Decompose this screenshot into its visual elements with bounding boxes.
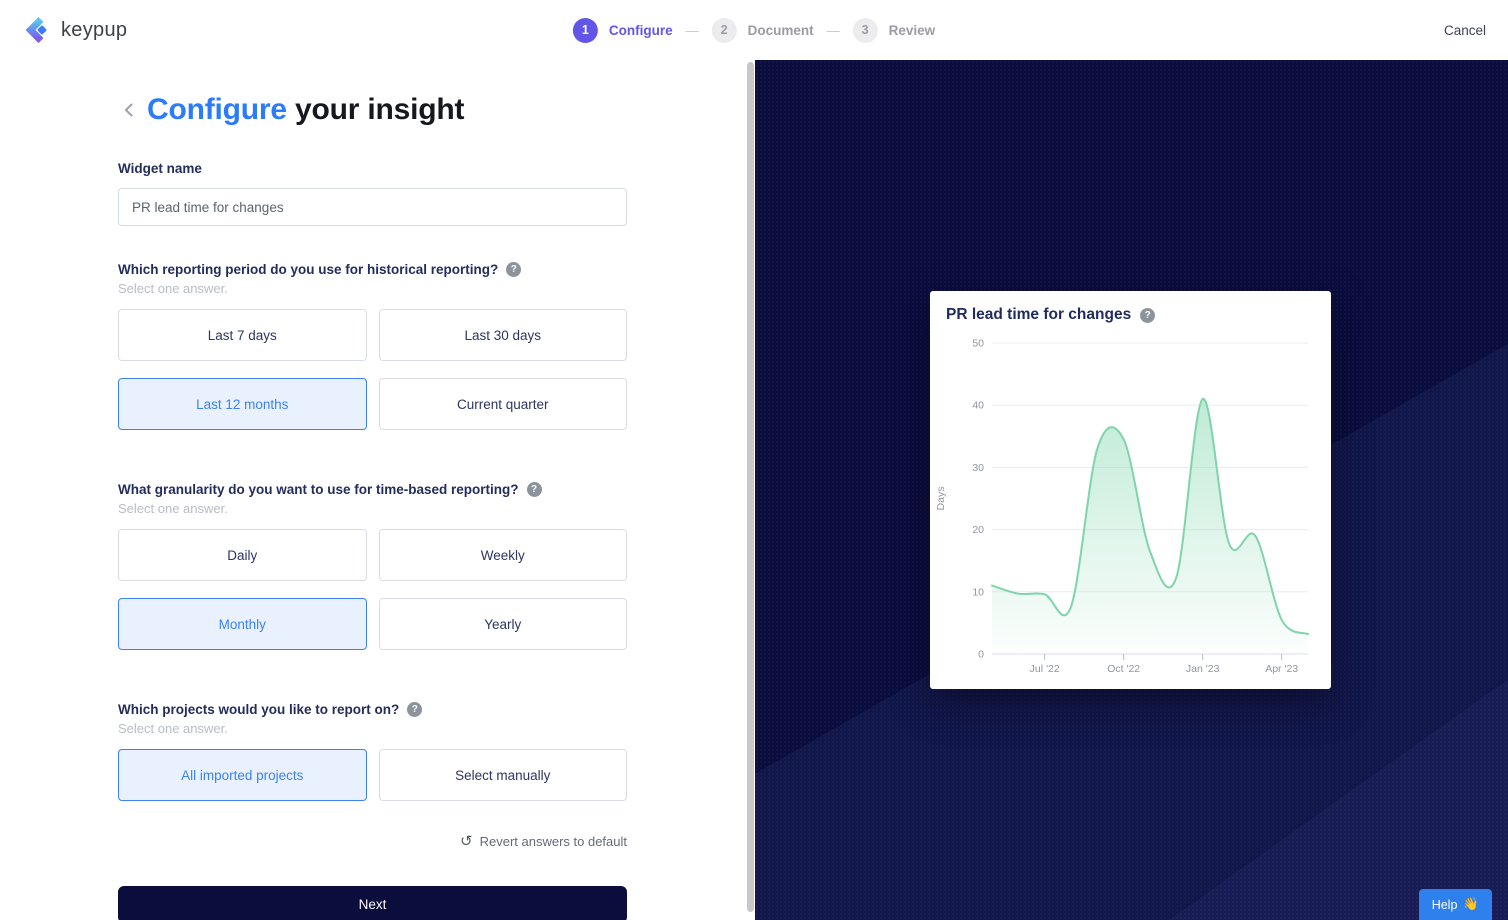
cancel-button[interactable]: Cancel: [1443, 22, 1486, 38]
form-column: Configure your insight Widget name Which…: [118, 60, 627, 920]
preview-pane: PR lead time for changes ? 0 10 20 30 40 50 Da…: [755, 60, 1508, 920]
step-separator: —: [826, 22, 840, 38]
question-mark-icon[interactable]: ?: [1140, 307, 1156, 323]
area-line: [991, 397, 1309, 636]
next-button[interactable]: Next: [118, 886, 627, 920]
question-label-row: What granularity do you want to use for …: [118, 482, 627, 497]
configure-form-pane: Configure your insight Widget name Which…: [0, 60, 755, 920]
step-label-document[interactable]: Document: [747, 22, 814, 38]
question-mark-icon[interactable]: ?: [407, 702, 423, 717]
question-reporting-period: Which reporting period do you use for hi…: [118, 262, 627, 430]
y-tick-label-30: 30: [972, 462, 984, 474]
widget-name-input[interactable]: [118, 188, 627, 226]
top-header: keypup 1 Configure — 2 Document — 3 Review Canc…: [0, 0, 1508, 60]
step-circle-1[interactable]: 1: [572, 17, 598, 43]
wizard-stepper: 1 Configure — 2 Document — 3 Review: [572, 17, 936, 43]
question-label: What granularity do you want to use for …: [118, 482, 519, 497]
question-granularity: What granularity do you want to use for …: [118, 482, 627, 650]
step-circle-3[interactable]: 3: [852, 17, 878, 43]
lead-time-area-chart: 0 10 20 30 40 50 Days Jul '22 Oct '22 Jan '23 Apr …: [935, 338, 1309, 675]
area-fill: [992, 398, 1308, 654]
option-yearly[interactable]: Yearly: [378, 598, 627, 650]
chart-title: PR lead time for changes: [946, 306, 1132, 323]
option-daily[interactable]: Daily: [118, 529, 367, 581]
option-monthly[interactable]: Monthly: [118, 598, 367, 650]
option-last-30-days[interactable]: Last 30 days: [378, 309, 627, 361]
question-label: Which projects would you like to report …: [118, 702, 400, 717]
step-label-review[interactable]: Review: [888, 22, 936, 38]
question-hint: Select one answer.: [118, 721, 228, 736]
y-tick-label-10: 10: [972, 586, 984, 598]
chart-title-row: PR lead time for changes ?: [930, 291, 1331, 324]
y-axis-label: Days: [935, 487, 947, 511]
back-button[interactable]: [118, 99, 140, 121]
vertical-scrollbar[interactable]: [747, 62, 754, 912]
question-mark-icon[interactable]: ?: [526, 482, 542, 497]
y-tick-label-40: 40: [972, 400, 984, 412]
x-tick-label-jul-22: Jul '22: [1030, 663, 1060, 675]
widget-name-label: Widget name: [118, 161, 202, 176]
question-label-row: Which projects would you like to report …: [118, 702, 627, 717]
x-tick-label-apr-23: Apr '23: [1265, 663, 1298, 675]
question-mark-icon[interactable]: ?: [506, 262, 522, 277]
undo-icon: ↺: [460, 833, 473, 850]
y-tick-label-50: 50: [972, 338, 984, 350]
keypup-logo-icon: [25, 17, 47, 43]
x-tick-label-oct-22: Oct '22: [1107, 663, 1140, 675]
options-grid: Daily Weekly Monthly Yearly: [118, 529, 627, 650]
option-all-imported-projects[interactable]: All imported projects: [118, 749, 367, 801]
option-select-manually[interactable]: Select manually: [378, 749, 627, 801]
chart-preview-card: PR lead time for changes ? 0 10 20 30 40 50 Da…: [930, 291, 1331, 689]
question-label-row: Which reporting period do you use for hi…: [118, 262, 627, 277]
revert-row: ↺ Revert answers to default: [118, 834, 627, 849]
wave-emoji: 👋: [1463, 897, 1479, 911]
option-weekly[interactable]: Weekly: [378, 529, 627, 581]
step-circle-2[interactable]: 2: [711, 17, 737, 43]
y-tick-label-0: 0: [978, 649, 984, 661]
page-title-highlight: Configure: [147, 93, 287, 126]
question-hint: Select one answer.: [118, 281, 228, 296]
help-button[interactable]: Help 👋: [1418, 889, 1492, 920]
option-last-7-days[interactable]: Last 7 days: [118, 309, 367, 361]
option-current-quarter[interactable]: Current quarter: [378, 378, 627, 430]
y-tick-label-20: 20: [972, 524, 984, 536]
page-title: Configure your insight: [147, 93, 464, 127]
title-row: Configure your insight: [118, 93, 627, 127]
brand-logo[interactable]: keypup: [22, 15, 127, 45]
x-tick-label-jan-23: Jan '23: [1186, 663, 1220, 675]
page-title-rest: your insight: [295, 93, 465, 126]
step-separator: —: [685, 22, 699, 38]
revert-button[interactable]: ↺ Revert answers to default: [460, 834, 627, 849]
question-label: Which reporting period do you use for hi…: [118, 262, 499, 277]
brand-name: keypup: [61, 18, 128, 41]
option-last-12-months[interactable]: Last 12 months: [118, 378, 367, 430]
options-grid: All imported projects Select manually: [118, 749, 627, 801]
options-grid: Last 7 days Last 30 days Last 12 months Cur…: [118, 309, 627, 430]
step-label-configure[interactable]: Configure: [608, 22, 673, 38]
question-projects: Which projects would you like to report …: [118, 702, 627, 801]
revert-label: Revert answers to default: [479, 834, 627, 849]
questions-container: Which reporting period do you use for hi…: [118, 262, 627, 801]
chevron-left-icon: [125, 103, 133, 117]
question-hint: Select one answer.: [118, 501, 228, 516]
help-button-label: Help: [1431, 897, 1458, 912]
